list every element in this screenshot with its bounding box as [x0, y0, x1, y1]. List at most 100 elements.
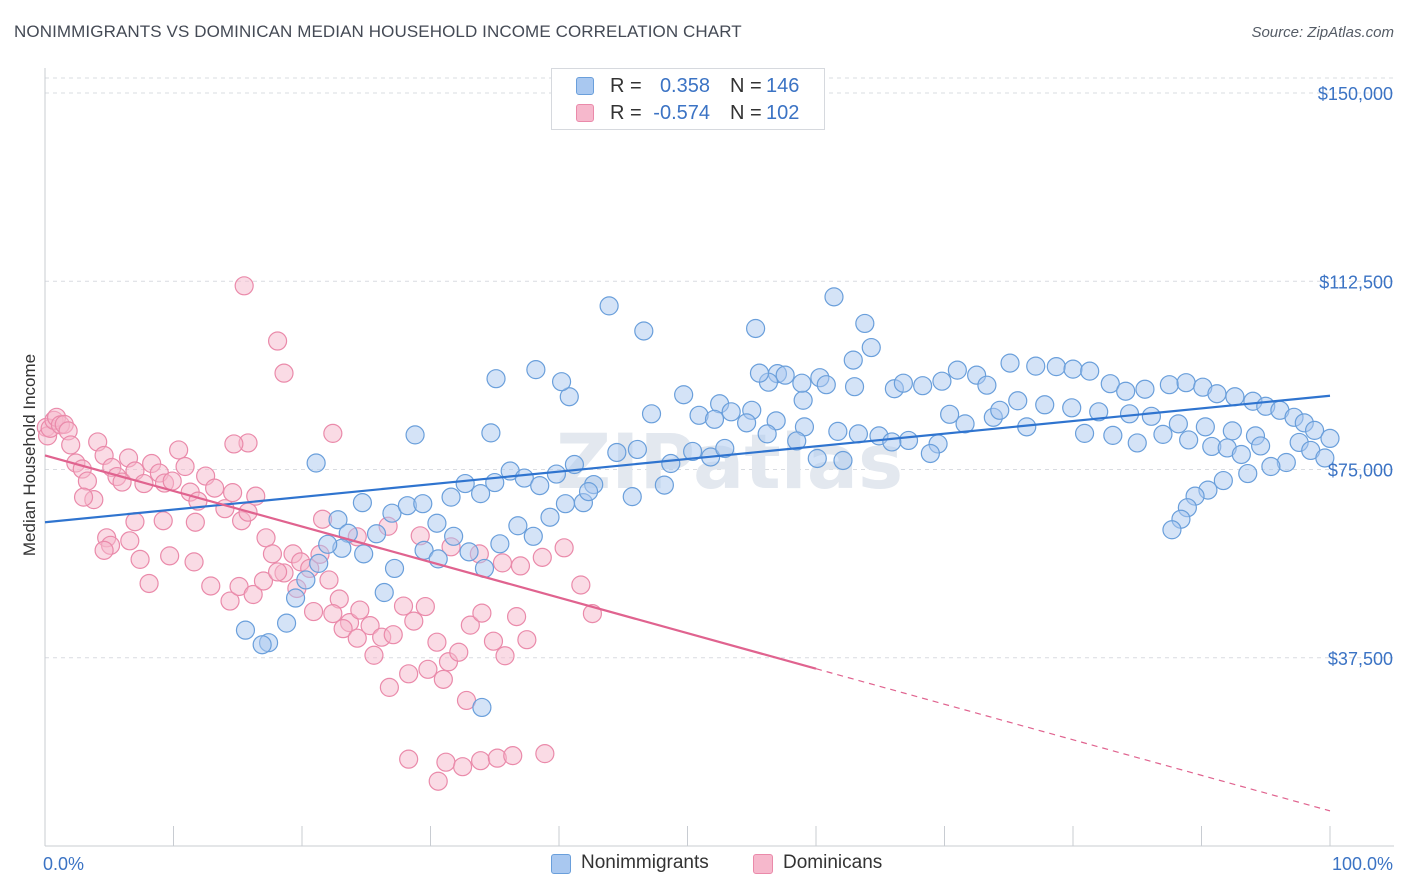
nonimmigrants-point [746, 318, 766, 339]
nonimmigrants-point [1074, 423, 1095, 443]
r-label: R = [610, 75, 642, 97]
legend-label: Nonimmigrants [581, 852, 709, 873]
nonimmigrants-point [721, 402, 741, 422]
n-label: N = [730, 102, 762, 124]
dominicans-point [427, 632, 447, 652]
dominicans-point [393, 596, 414, 616]
nonimmigrants-point [526, 360, 546, 380]
nonimmigrants-point [306, 453, 326, 473]
dominicans-point [319, 570, 339, 590]
nonimmigrants-point [382, 503, 402, 523]
nonimmigrants-point [1261, 456, 1281, 477]
nonimmigrants-point [940, 404, 960, 424]
dominicans-point [571, 575, 591, 595]
dominicans-point [333, 619, 353, 639]
nonimmigrants-point [844, 377, 865, 397]
nonimmigrants-point [1035, 395, 1055, 415]
nonimmigrants-point [252, 635, 272, 655]
dominicans-point [383, 625, 403, 645]
nonimmigrants-point [530, 475, 550, 496]
dominicans-point [453, 757, 473, 777]
nonimmigrants-point [861, 337, 881, 358]
dominicans-swatch [753, 854, 773, 874]
n-label: N = [730, 75, 762, 97]
nonimmigrants-point [352, 493, 372, 513]
nonimmigrants-point [792, 373, 812, 393]
nonimmigrants-point [551, 372, 572, 392]
nonimmigrants-point [599, 296, 619, 316]
dominicans-point [472, 603, 492, 623]
tick-labels: $37,500 $75,000 $112,500 $150,000 0.0% 100.0% [43, 84, 1393, 874]
nonimmigrants-point [235, 620, 256, 640]
stats-legend-box: R = 0.358 N = 146 R = -0.574 N = 102 [551, 68, 825, 130]
nonimmigrants-point [427, 513, 447, 533]
nonimmigrants-point [775, 365, 795, 385]
trend-lines [44, 394, 1331, 812]
dominicans-point [399, 664, 419, 684]
dominicans-point [495, 646, 515, 666]
nonimmigrants-point [490, 534, 510, 554]
nonimmigrants-point [947, 360, 967, 380]
y-tick-label: $75,000 [1328, 461, 1393, 481]
nonimmigrants-point [471, 484, 491, 504]
dominicans-point [185, 512, 205, 532]
nonimmigrants-point [787, 431, 807, 451]
nonimmigrants-point [1168, 414, 1188, 434]
nonimmigrants-point [683, 441, 703, 462]
nonimmigrants-point [354, 544, 374, 564]
dominicans-point [460, 615, 480, 635]
nonimmigrants-point [898, 430, 919, 451]
nonimmigrants-point [413, 494, 433, 514]
dominicans-point [347, 628, 367, 648]
nonimmigrants-point [704, 409, 725, 429]
dominicans-point [483, 631, 504, 651]
nonimmigrants-point [1127, 433, 1147, 453]
nonimmigrants-swatch [551, 854, 571, 874]
nonimmigrants-point [1195, 417, 1215, 437]
dominicans-trend-line [44, 454, 817, 670]
nonimmigrants-point [459, 542, 479, 562]
nonimmigrants-point [1000, 353, 1020, 373]
nonimmigrants-point [1062, 398, 1082, 418]
nonimmigrants-point [1225, 387, 1245, 407]
dominicans-point [554, 538, 574, 558]
nonimmigrants-point [1046, 357, 1066, 377]
nonimmigrants-point [309, 553, 329, 573]
x-tick-label: 0.0% [43, 854, 84, 874]
nonimmigrants-point [472, 697, 492, 718]
nonimmigrants-point [508, 516, 528, 536]
nonimmigrants-point [1063, 359, 1083, 379]
x-tick-label: 100.0% [1332, 854, 1393, 874]
dominicans-trend-extension [815, 668, 1331, 812]
nonimmigrants-point [715, 438, 735, 459]
nonimmigrants-point [276, 613, 297, 633]
nonimmigrants-point [766, 411, 786, 431]
nonimmigrants-point [555, 494, 576, 514]
nonimmigrants-point [1179, 430, 1199, 450]
dominicans-point [253, 571, 274, 591]
dominicans-point [379, 677, 399, 697]
nonimmigrants-point [374, 582, 394, 603]
nonimmigrants-point [932, 371, 952, 391]
nonimmigrants-swatch [576, 77, 594, 95]
y-tick-label: $37,500 [1328, 649, 1393, 669]
nonimmigrants-point [1141, 406, 1161, 426]
nonimmigrants-point [1162, 520, 1182, 540]
r-value: 0.358 [659, 75, 710, 97]
nonimmigrants-point [1135, 379, 1155, 399]
dominicans-point [503, 746, 523, 766]
nonimmigrants-point [607, 442, 627, 463]
nonimmigrants-point [1159, 375, 1179, 395]
nonimmigrants-point [749, 363, 770, 383]
nonimmigrants-point [977, 375, 997, 395]
nonimmigrants-point [828, 421, 848, 441]
dominicans-point [262, 544, 283, 564]
nonimmigrants-point [627, 439, 647, 460]
nonimmigrants-point [807, 448, 827, 469]
dominicans-point [399, 749, 419, 769]
nonimmigrants-point [848, 424, 869, 444]
dominicans-point [436, 752, 456, 772]
dominicans-points [36, 276, 603, 791]
nonimmigrants-point [634, 321, 654, 341]
